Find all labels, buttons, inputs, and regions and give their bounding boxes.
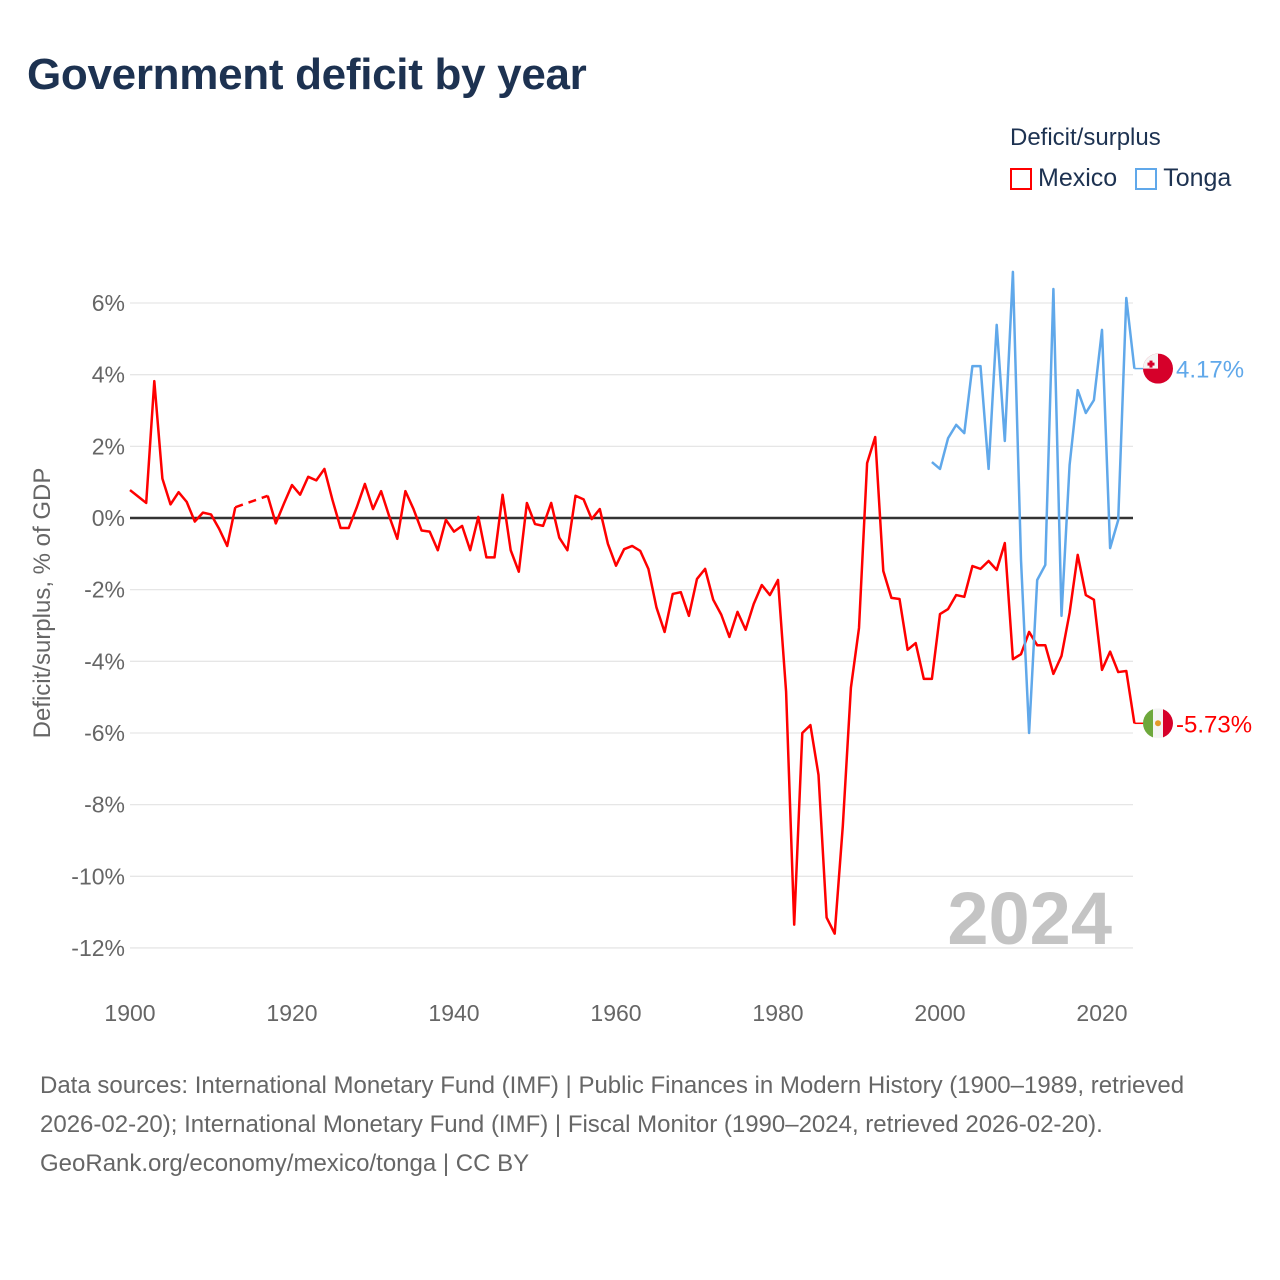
flag-mexico-icon — [1143, 708, 1173, 739]
y-tick-label: -6% — [84, 720, 125, 746]
x-tick-label: 1920 — [266, 1000, 317, 1026]
y-tick-label: -2% — [84, 577, 125, 603]
series-mexico[interactable] — [129, 379, 1145, 935]
data-sources: Data sources: International Monetary Fun… — [40, 1072, 1185, 1138]
x-tick-label: 1900 — [104, 1000, 155, 1026]
credit-link[interactable]: GeoRank.org/economy/mexico/tonga | CC BY — [40, 1150, 530, 1177]
y-tick-label: -4% — [84, 648, 125, 674]
legend-title: Deficit/surplus — [1010, 124, 1161, 151]
legend-item-tonga[interactable]: Tonga — [1135, 164, 1231, 193]
flag-tonga-icon — [1143, 353, 1173, 384]
y-tick-label: -8% — [84, 792, 125, 818]
series-gap-line — [234, 494, 269, 509]
series-line — [266, 435, 1136, 935]
legend-label-tonga: Tonga — [1163, 164, 1232, 192]
legend-swatch-tonga — [1135, 167, 1158, 190]
end-label-tonga: 4.17% — [1176, 357, 1244, 384]
legend: Deficit/surplus Mexico Tonga — [1010, 124, 1231, 193]
y-tick-label: 4% — [92, 362, 125, 388]
series-line — [129, 379, 237, 548]
end-label-mexico: -5.73% — [1176, 711, 1252, 738]
legend-label-mexico: Mexico — [1038, 164, 1118, 192]
year-watermark: 2024 — [947, 877, 1112, 960]
x-tick-label: 2020 — [1076, 1000, 1127, 1026]
legend-item-mexico[interactable]: Mexico — [1010, 164, 1117, 193]
x-tick-label: 1960 — [590, 1000, 641, 1026]
y-tick-label: 0% — [92, 505, 125, 531]
series-line — [931, 270, 1136, 735]
x-tick-label: 1980 — [752, 1000, 803, 1026]
y-tick-label: 2% — [92, 433, 125, 459]
y-tick-label: -10% — [71, 863, 125, 889]
x-tick-label: 2000 — [914, 1000, 965, 1026]
chart-title: Government deficit by year — [27, 50, 587, 99]
x-tick-label: 1940 — [428, 1000, 479, 1026]
legend-swatch-mexico — [1010, 167, 1032, 190]
footer: Data sources: International Monetary Fun… — [40, 1066, 1240, 1183]
y-axis-label: Deficit/surplus, % of GDP — [29, 468, 56, 739]
y-tick-label: -12% — [71, 935, 125, 961]
y-tick-label: 6% — [92, 290, 125, 316]
series-tonga[interactable] — [931, 270, 1145, 735]
